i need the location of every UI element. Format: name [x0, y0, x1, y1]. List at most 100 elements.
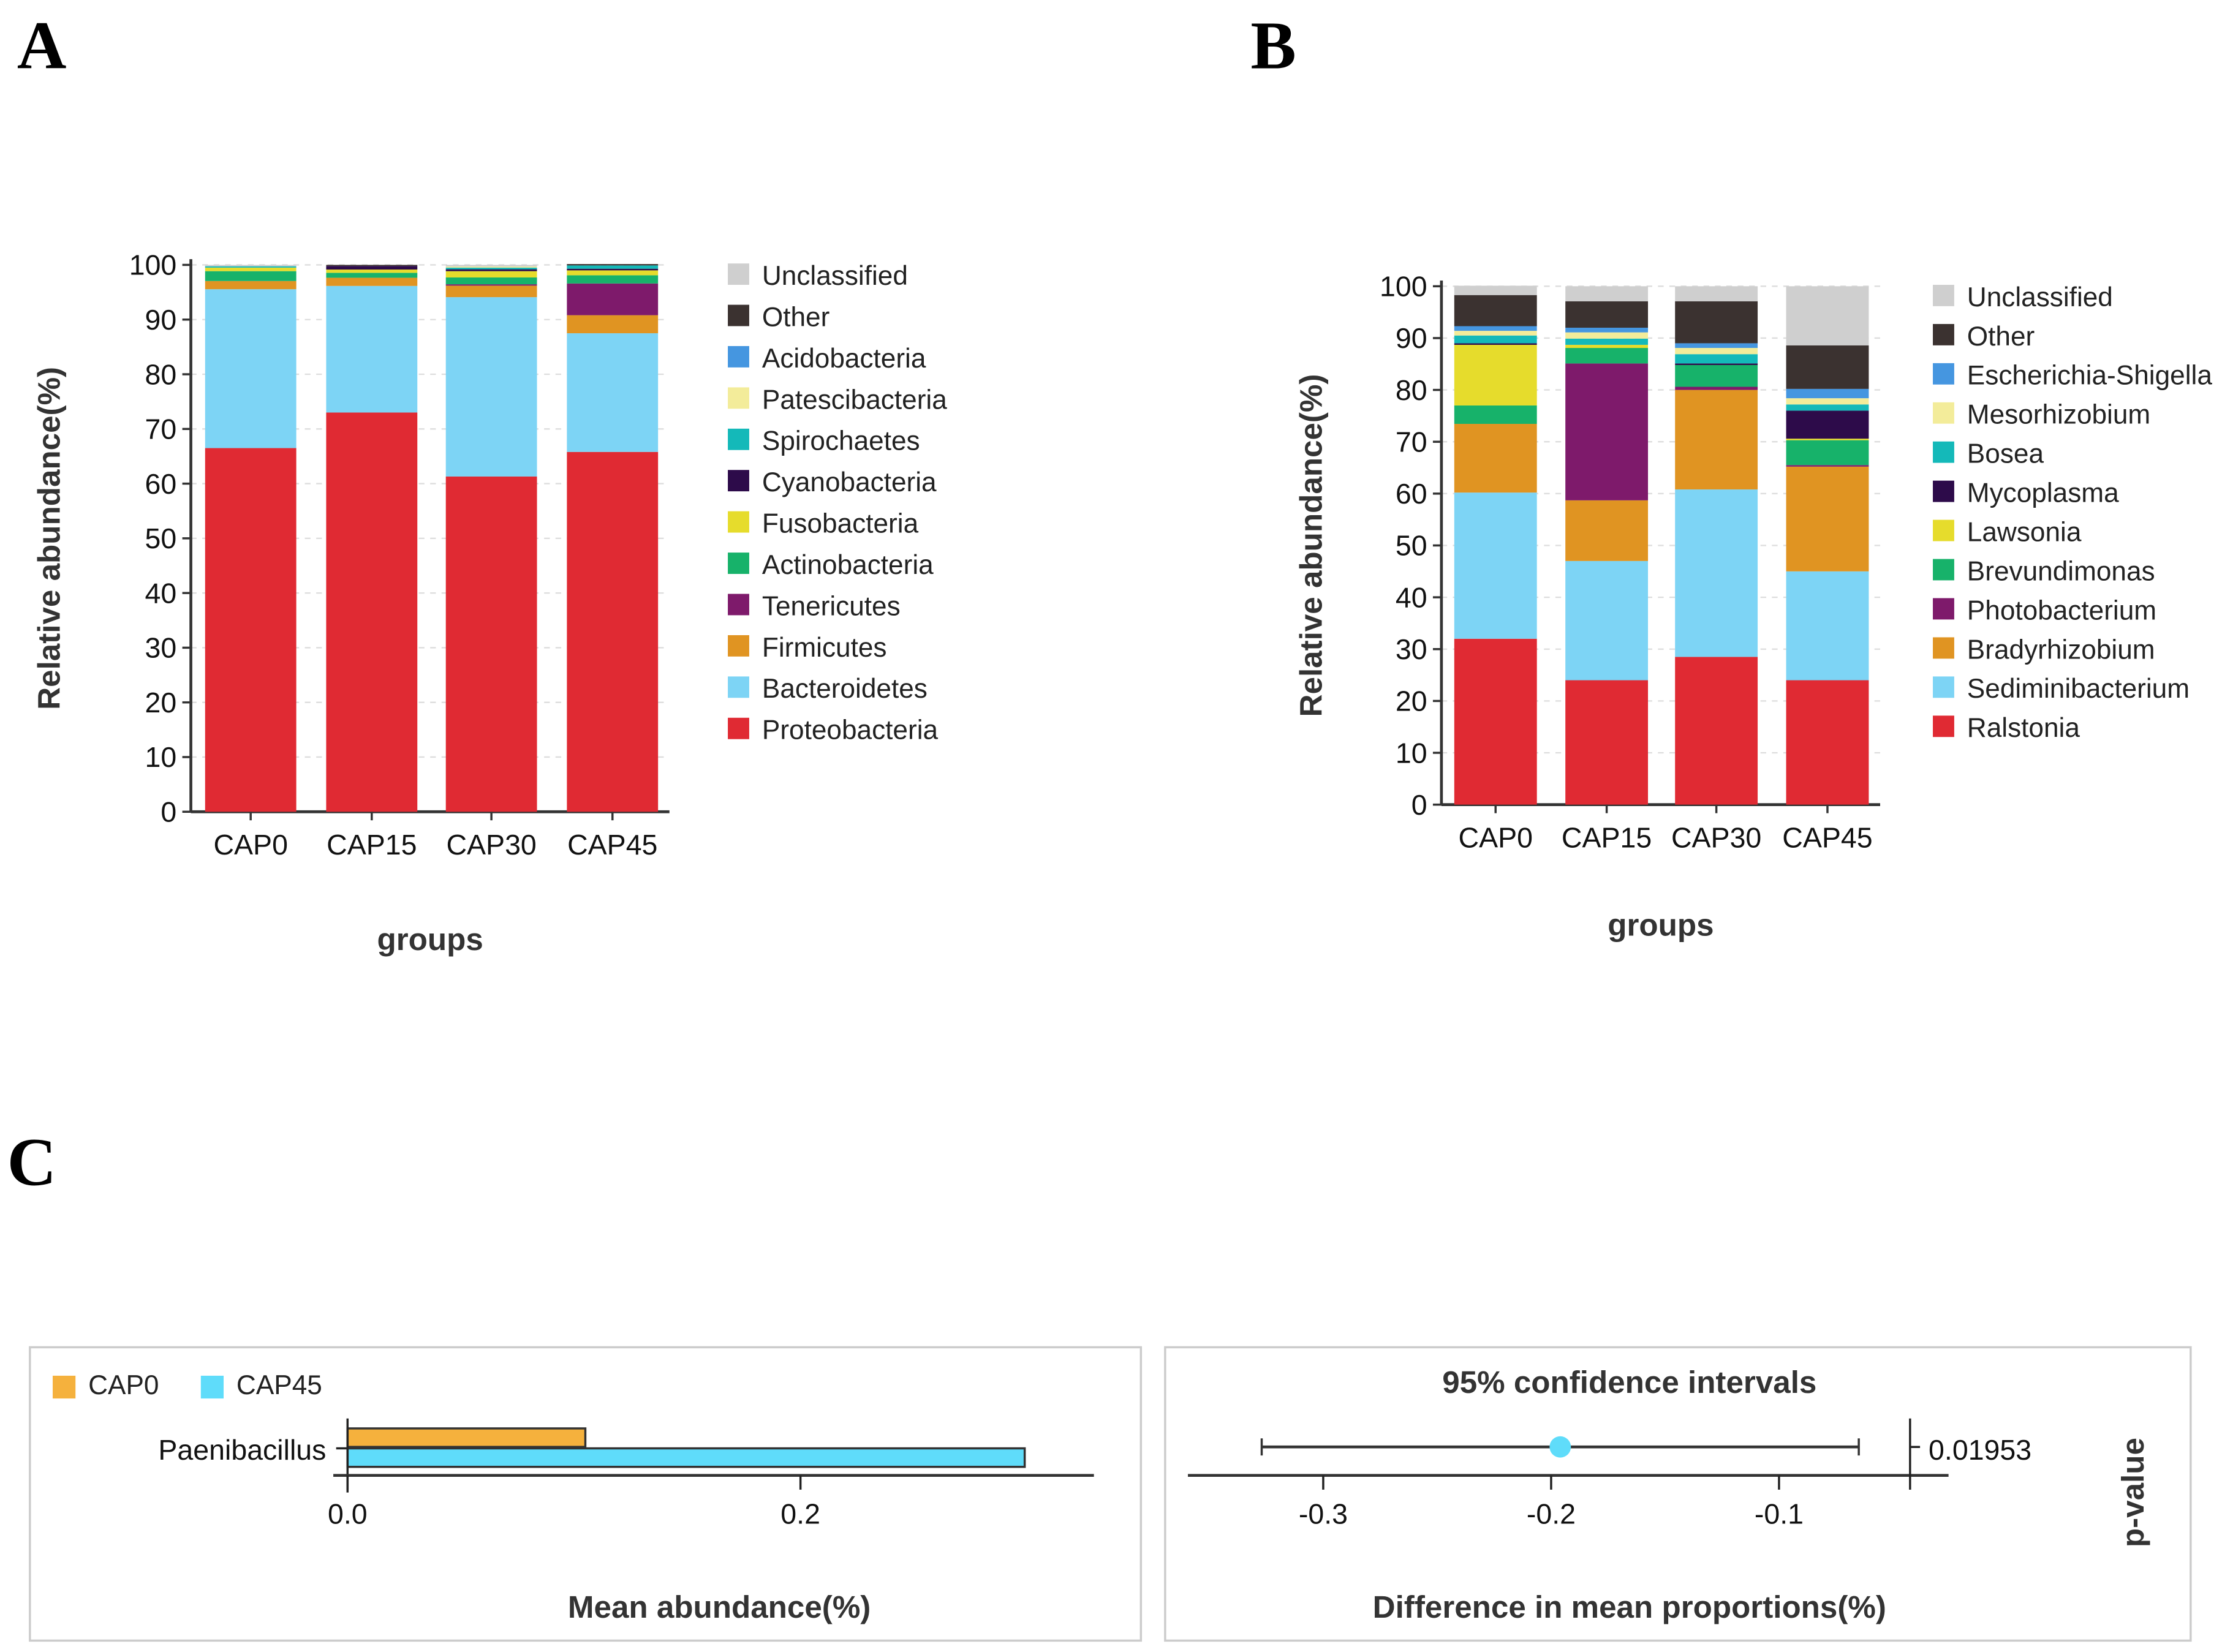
bar-segment-fusobacteria: [205, 267, 297, 271]
legend-item: Patescibacteria: [762, 385, 947, 415]
legend-item: Acidobacteria: [762, 344, 926, 374]
y-tick-label: 90: [1396, 322, 1427, 354]
bar-segment-bosea: [1454, 335, 1537, 344]
estimate-point: [1549, 1436, 1571, 1458]
legend-item: Sediminibacterium: [1967, 674, 2190, 704]
legend-item: Cyanobacteria: [762, 467, 937, 497]
y-tick-label: 50: [1396, 530, 1427, 562]
x-tick-label: 0.2: [780, 1498, 820, 1530]
legend-swatch: [1933, 715, 1954, 737]
bar-segment-actinobacteria: [567, 275, 659, 284]
y-tick-label: 80: [145, 358, 177, 390]
bar-segment-cyanobacteria: [567, 268, 659, 271]
legend-item: Escherichia-Shigella: [1967, 361, 2213, 391]
category-label: Paenibacillus: [158, 1434, 326, 1466]
y-tick-label: 40: [1396, 581, 1427, 613]
bar-segment-fusobacteria: [567, 270, 659, 276]
legend-item: Other: [762, 302, 829, 332]
x-tick-label: CAP0: [213, 829, 287, 861]
y-axis-label: Relative abundance(%): [32, 367, 67, 710]
x-tick-label: 0.0: [328, 1498, 368, 1530]
bar-segment-lawsonia: [1565, 344, 1649, 349]
legend-swatch: [728, 553, 749, 574]
x-tick-label: CAP45: [1782, 821, 1872, 853]
bar-segment-cyanobacteria: [326, 266, 418, 270]
bar-segment-bacteroidetes: [567, 333, 659, 452]
bar-segment-brevundimonas: [1565, 348, 1649, 364]
bar-segment-tenericutes: [445, 284, 537, 286]
panel-label-b: B: [1250, 9, 1296, 84]
legend-item: Bosea: [1967, 439, 2044, 469]
legend-swatch: [1933, 285, 1954, 306]
bar-segment-escherichia-shigella: [1565, 328, 1649, 333]
legend-item: Proteobacteria: [762, 715, 939, 745]
bar-segment-proteobacteria: [205, 448, 297, 812]
bar-segment-firmicutes: [567, 315, 659, 334]
bar-segment-actinobacteria: [445, 277, 537, 285]
legend-swatch: [728, 470, 749, 492]
legend-swatch: [1933, 363, 1954, 385]
legend-item: Bradyrhizobium: [1967, 635, 2155, 665]
legend-item: Brevundimonas: [1967, 556, 2155, 586]
y-tick-label: 0: [161, 796, 176, 828]
legend-item: Actinobacteria: [762, 550, 934, 580]
bar-segment-firmicutes: [326, 277, 418, 286]
bar-segment-photobacterium: [1786, 465, 1869, 467]
legend-swatch: [1933, 559, 1954, 581]
bar-segment-fusobacteria: [326, 270, 418, 273]
bar-segment-spirochaetes: [205, 266, 297, 268]
legend-swatch: [728, 345, 749, 368]
y-tick-label: 20: [1396, 685, 1427, 717]
bar-segment-ralstonia: [1675, 657, 1758, 805]
bar-segment-lawsonia: [1786, 439, 1869, 440]
bar-cap0: [346, 1427, 587, 1448]
bar-segment-lawsonia: [1454, 344, 1537, 405]
bar-segment-other: [567, 264, 659, 266]
legend-item: Unclassified: [762, 261, 908, 291]
bar-segment-mycoplasma: [1675, 363, 1758, 365]
bar-segment-bacteroidetes: [445, 297, 537, 477]
bar-segment-mesorhizobium: [1565, 332, 1649, 339]
bar-segment-spirochaetes: [445, 267, 537, 270]
bar-segment-brevundimonas: [1675, 364, 1758, 387]
bar-segment-other: [1786, 345, 1869, 389]
bar-segment-sediminibacterium: [1786, 571, 1869, 681]
bar-segment-other: [326, 265, 418, 266]
y-tick-label: 10: [1396, 737, 1427, 769]
bar-segment-brevundimonas: [1454, 405, 1537, 424]
bar-segment-bosea: [1786, 404, 1869, 411]
bar-segment-cyanobacteria: [445, 269, 537, 271]
legend-item: Other: [1967, 322, 2035, 352]
legend-item: Mesorhizobium: [1967, 400, 2150, 430]
bar-segment-actinobacteria: [205, 271, 297, 281]
chart-title: 95% confidence intervals: [1442, 1365, 1816, 1400]
bar-segment-unclassified: [1786, 286, 1869, 345]
bar-segment-sediminibacterium: [1675, 489, 1758, 657]
y-tick-label: 0: [1411, 789, 1427, 821]
bar-segment-mycoplasma: [1786, 410, 1869, 439]
bar-segment-bosea: [1565, 338, 1649, 345]
legend-item: Unclassified: [1967, 282, 2113, 312]
chart-c-confidence-intervals: 95% confidence intervals -0.3 -0.2 -0.1 0.01…: [1164, 1346, 2192, 1642]
legend-swatch: [1933, 676, 1954, 698]
bar-segment-sediminibacterium: [1565, 560, 1649, 681]
legend-swatch: [1933, 598, 1954, 620]
x-tick-label: CAP15: [1562, 821, 1652, 853]
bar-segment-proteobacteria: [326, 412, 418, 812]
bar-segment-brevundimonas: [1786, 440, 1869, 466]
y-tick-label: 100: [1380, 271, 1427, 303]
panel-label-a: A: [17, 9, 67, 84]
y-tick-label: 80: [1396, 374, 1427, 406]
p-value-axis-label: p-value: [2115, 1438, 2150, 1547]
legend-swatch: [728, 511, 749, 533]
legend-item: CAP45: [236, 1370, 322, 1400]
bar-segment-bosea: [1675, 354, 1758, 364]
legend-item: Ralstonia: [1967, 713, 2080, 743]
bar-segment-escherichia-shigella: [1786, 388, 1869, 399]
bar-segment-fusobacteria: [445, 271, 537, 277]
x-tick-label: -0.3: [1299, 1498, 1348, 1530]
bar-segment-unclassified: [1675, 286, 1758, 301]
legend-swatch: [728, 717, 749, 739]
bar-segment-unclassified: [445, 265, 537, 267]
bar-segment-mycoplasma: [1454, 343, 1537, 345]
